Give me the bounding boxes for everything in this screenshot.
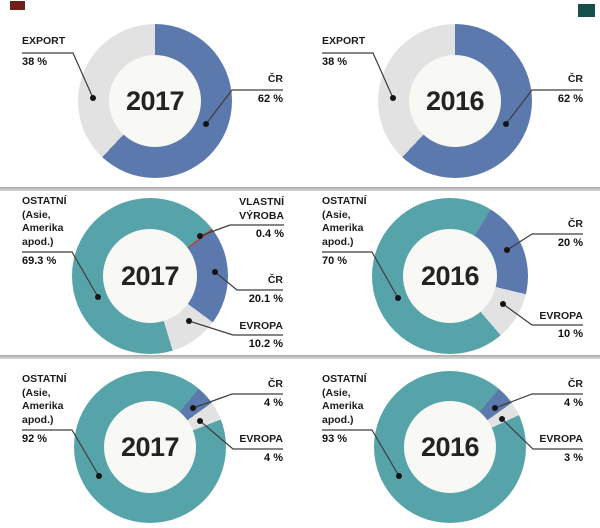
slice-label: ČR <box>568 218 583 232</box>
donut-hole: 2016 <box>403 229 497 323</box>
slice-label: EVROPA <box>239 320 283 334</box>
slice-label-line: EVROPA <box>239 320 283 332</box>
slice-label-line: ČR <box>567 378 583 390</box>
slice-label: OSTATNÍ (Asie, Amerika apod.) <box>22 373 67 427</box>
slice-label-line: EVROPA <box>239 433 283 445</box>
slice-label-line: (Asie, <box>322 208 351 221</box>
slice-value: 62 % <box>257 93 283 105</box>
top-left-corner-mark <box>10 1 25 10</box>
slice-label-line: Amerika <box>22 400 64 412</box>
slice-label: ČR <box>268 378 283 392</box>
slice-label-line: VÝROBA <box>239 209 284 222</box>
donut-hole: 2016 <box>409 55 501 147</box>
slice-label-line: OSTATNÍ <box>322 195 367 207</box>
slice-label-line: EVROPA <box>539 433 583 445</box>
slice-label: VLASTNÍ VÝROBA <box>239 196 284 223</box>
slice-value: 10.2 % <box>248 338 283 350</box>
year-label: 2017 <box>120 431 180 462</box>
slice-label-line: apod.) <box>322 235 354 248</box>
slice-label-line: EXPORT <box>322 35 366 47</box>
donut-hole: 2017 <box>109 55 201 147</box>
year-label: 2016 <box>420 260 480 291</box>
row-divider <box>0 355 600 359</box>
slice-label-line: ČR <box>267 73 283 85</box>
slice-label-line: (Asie, <box>22 208 51 221</box>
slice-label-line: ČR <box>567 73 583 85</box>
year-label: 2016 <box>420 431 480 462</box>
slice-label-line: apod.) <box>22 235 54 248</box>
slice-label-line: (Asie, <box>322 386 351 399</box>
year-label: 2017 <box>120 260 180 291</box>
slice-label-line: apod.) <box>322 413 354 426</box>
slice-value: 20.1 % <box>248 293 283 305</box>
slice-label-line: OSTATNÍ <box>322 373 367 385</box>
slice-label: OSTATNÍ (Asie, Amerika apod.) <box>322 373 367 427</box>
slice-label-line: VLASTNÍ <box>239 196 284 208</box>
slice-label: ČR <box>568 378 583 392</box>
slice-label: OSTATNÍ (Asie, Amerika apod.) <box>322 195 367 249</box>
slice-value: 62 % <box>557 93 583 105</box>
slice-label: EVROPA <box>239 433 283 447</box>
slice-value: 92 % <box>22 433 48 445</box>
slice-value: 3 % <box>564 452 583 464</box>
slice-value: 38 % <box>22 56 48 68</box>
slice-label-line: (Asie, <box>22 386 51 399</box>
slice-label-line: ČR <box>567 218 583 230</box>
slice-label-line: Amerika <box>322 222 364 234</box>
slice-label: ČR <box>268 73 283 87</box>
slice-value: 4 % <box>264 397 283 409</box>
slice-value: 20 % <box>557 237 583 249</box>
donut-hole: 2016 <box>404 401 496 493</box>
slice-value: 10 % <box>557 328 583 340</box>
slice-label-line: EVROPA <box>539 310 583 322</box>
slice-label: EXPORT <box>22 35 65 49</box>
slice-value: 38 % <box>322 56 348 68</box>
slice-label: ČR <box>568 73 583 87</box>
slice-label-line: ČR <box>267 378 283 390</box>
slice-value: 4 % <box>264 452 283 464</box>
slice-label: EVROPA <box>539 310 583 324</box>
slice-label: OSTATNÍ (Asie, Amerika apod.) <box>22 195 67 249</box>
slice-label-line: apod.) <box>22 413 54 426</box>
slice-label-line: EXPORT <box>22 35 66 47</box>
top-right-corner-mark <box>578 4 595 17</box>
slice-value: 93 % <box>322 433 348 445</box>
slice-label-line: ČR <box>267 274 283 286</box>
slice-label: EXPORT <box>322 35 365 49</box>
slice-label-line: OSTATNÍ <box>22 373 67 385</box>
slice-label: EVROPA <box>539 433 583 447</box>
slice-label: ČR <box>268 274 283 288</box>
donut-hole: 2017 <box>104 401 196 493</box>
slice-value: 0.4 % <box>255 228 284 240</box>
slice-value: 70 % <box>322 255 348 267</box>
year-label: 2017 <box>125 85 185 116</box>
slice-value: 4 % <box>564 397 583 409</box>
year-label: 2016 <box>425 85 485 116</box>
slice-label-line: Amerika <box>322 400 364 412</box>
slice-value: 69.3 % <box>22 255 57 267</box>
slice-label-line: OSTATNÍ <box>22 195 67 207</box>
donut-hole: 2017 <box>103 229 197 323</box>
slice-label-line: Amerika <box>22 222 64 234</box>
row-divider <box>0 187 600 191</box>
